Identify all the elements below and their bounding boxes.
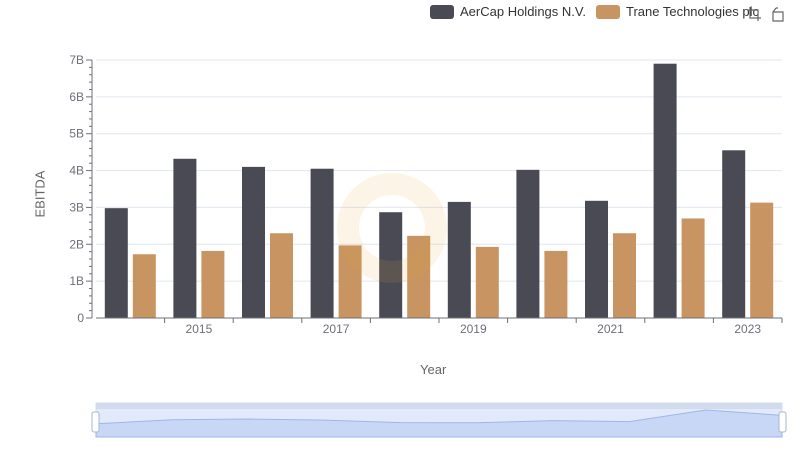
legend-swatch-aercap — [430, 4, 454, 19]
legend-label-aercap: AerCap Holdings N.V. — [460, 4, 586, 19]
y-tick-label: 2B — [69, 237, 84, 251]
bar-aercap-2015[interactable] — [173, 158, 197, 318]
y-tick-label: 7B — [69, 53, 84, 67]
y-axis: 0 1B 2B 3B 4B 5B 6B 7B — [69, 53, 93, 325]
y-tick-label: 5B — [69, 127, 84, 141]
y-tick-label: 6B — [69, 90, 84, 104]
bar-trane-2016[interactable] — [270, 233, 293, 318]
x-tick-label: 2023 — [734, 322, 761, 336]
x-tick-label: 2015 — [186, 322, 213, 336]
bar-aercap-2019[interactable] — [447, 201, 471, 318]
bar-trane-2018[interactable] — [407, 235, 431, 318]
watermark-logo — [337, 173, 447, 283]
bar-aercap-2020[interactable] — [516, 169, 540, 318]
x-tick-label: 2017 — [323, 322, 350, 336]
legend-item-aercap[interactable]: AerCap Holdings N.V. — [430, 4, 586, 19]
y-tick-label: 1B — [69, 274, 84, 288]
zoom-reset-icon[interactable] — [770, 6, 786, 22]
legend-swatch-trane — [595, 4, 620, 19]
bar-trane-2015[interactable] — [201, 250, 225, 318]
bar-aercap-2014[interactable] — [104, 208, 128, 318]
x-axis-title: Year — [420, 362, 447, 377]
legend-item-trane[interactable]: Trane Technologies plc — [595, 4, 759, 19]
zoom-select-icon[interactable] — [746, 6, 762, 22]
slider-top-bar — [96, 403, 782, 409]
x-axis: 2015 2017 2019 2021 2023 — [96, 317, 783, 336]
bar-aercap-2023[interactable] — [722, 150, 746, 318]
bar-trane-2022[interactable] — [681, 218, 705, 318]
bar-trane-2020[interactable] — [544, 250, 568, 318]
data-zoom-slider[interactable] — [91, 402, 787, 438]
bar-aercap-2021[interactable] — [585, 200, 608, 318]
legend: AerCap Holdings N.V. Trane Technologies … — [430, 4, 759, 19]
bar-aercap-2017[interactable] — [310, 168, 334, 318]
x-tick-label: 2021 — [597, 322, 624, 336]
bar-trane-2017[interactable] — [338, 245, 362, 318]
bars — [104, 63, 774, 318]
slider-handle-right[interactable] — [778, 411, 787, 433]
bar-trane-2014[interactable] — [132, 254, 156, 318]
bar-trane-2023[interactable] — [750, 202, 774, 318]
bar-aercap-2022[interactable] — [653, 63, 677, 318]
slider-handle-left[interactable] — [91, 411, 100, 433]
bar-aercap-2016[interactable] — [242, 166, 265, 318]
grid-lines — [96, 59, 782, 319]
y-tick-label: 3B — [69, 200, 84, 214]
y-tick-label: 4B — [69, 164, 84, 178]
slider-preview-area — [95, 409, 783, 438]
bar-aercap-2018[interactable] — [379, 212, 403, 318]
toolbox — [746, 6, 786, 22]
bar-trane-2019[interactable] — [475, 246, 499, 318]
legend-label-trane: Trane Technologies plc — [625, 4, 759, 19]
y-axis-title: EBITDA — [32, 170, 48, 218]
x-tick-label: 2019 — [460, 322, 487, 336]
bar-trane-2021[interactable] — [613, 233, 636, 318]
y-tick-label: 0 — [77, 311, 84, 325]
